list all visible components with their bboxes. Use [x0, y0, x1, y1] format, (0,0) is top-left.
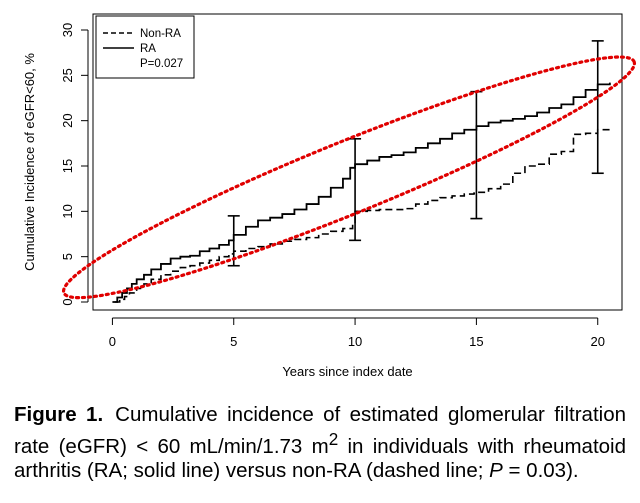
y-tick-label: 5 — [60, 253, 75, 260]
caption-p-symbol: P — [489, 458, 503, 482]
p-value-annotation: P=0.027 — [140, 58, 183, 70]
y-axis-label: Cumulative Incidence of eGFR<60, % — [22, 53, 37, 271]
x-tick-label: 10 — [348, 334, 362, 349]
highlight-ellipse — [61, 55, 637, 300]
y-tick-label: 20 — [60, 113, 75, 127]
y-tick-label: 10 — [60, 204, 75, 218]
axes: 0 5 10 15 20 0 5 10 15 20 25 30 Years since index da… — [22, 13, 623, 379]
series-layer — [112, 82, 611, 303]
legend-box — [95, 15, 195, 79]
error-bar — [470, 90, 483, 220]
caption-text-1: Cumulative incidence of estimated glomer… — [14, 403, 626, 458]
y-tick-label: 25 — [60, 68, 75, 82]
error-bar-layer — [227, 40, 604, 267]
chart: 0 5 10 15 20 0 5 10 15 20 25 30 Years since index da… — [22, 13, 637, 379]
legend-label-non-ra: Non-RA — [140, 28, 181, 40]
non-ra-series-line — [114, 127, 611, 303]
x-axis-label: Years since index date — [282, 364, 412, 379]
caption-text-2: in individuals with rheumatoid arthritis… — [14, 434, 626, 482]
legend-label-ra: RA — [140, 43, 156, 55]
caption-label: Figure 1. — [14, 403, 104, 426]
x-tick-label: 20 — [590, 334, 604, 349]
x-tick-label: 5 — [230, 334, 237, 349]
x-tick-label: 0 — [109, 334, 116, 349]
x-tick-label: 15 — [469, 334, 483, 349]
caption-text-3: = 0.03). — [502, 458, 579, 482]
figure-caption: Figure 1. Cumulative incidence of estimat… — [14, 403, 626, 483]
error-bar — [591, 40, 604, 175]
y-tick-label: 0 — [60, 298, 75, 305]
caption-superscript: 2 — [328, 429, 339, 449]
plot-frame — [92, 13, 623, 311]
ra-series-line — [112, 82, 611, 303]
legend: Non-RA RA P=0.027 — [95, 15, 195, 79]
error-bar — [349, 138, 362, 242]
highlight-layer — [61, 55, 637, 300]
y-tick-label: 30 — [60, 23, 75, 37]
y-tick-label: 15 — [60, 159, 75, 173]
